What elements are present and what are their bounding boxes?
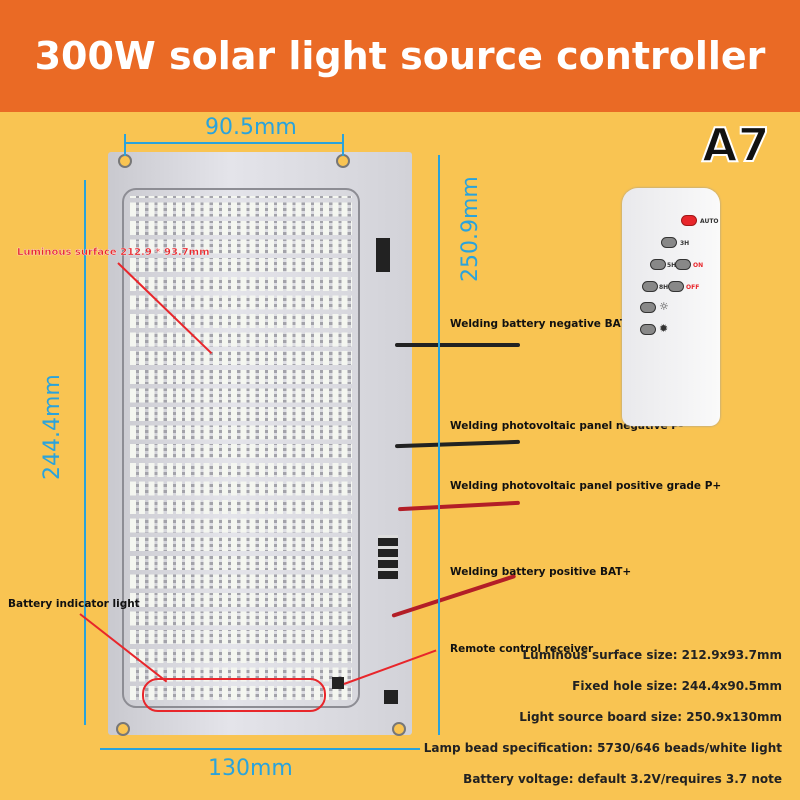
5h-button[interactable] [650, 259, 666, 270]
dim-line-right [438, 155, 440, 735]
mount-hole [336, 154, 350, 168]
spec-line: Lamp bead specification: 5730/646 beads/… [423, 741, 782, 755]
wire-pv-positive [397, 500, 521, 512]
off-button[interactable] [668, 281, 684, 292]
model-badge: A7 [701, 117, 771, 173]
dim-left-label: 244.4mm [40, 374, 65, 480]
dim-tick [342, 134, 344, 156]
dim-line-bottom [100, 748, 420, 750]
wire-pv-negative [394, 439, 521, 449]
on-label: ON [693, 262, 704, 269]
sun-filled-icon: ✹ [659, 322, 669, 335]
spec-line: Battery voltage: default 3.2V/requires 3… [463, 772, 782, 786]
spec-line: Light source board size: 250.9x130mm [519, 710, 782, 724]
regulator-chip [376, 238, 390, 272]
dim-right-label: 250.9mm [458, 176, 483, 282]
mount-hole [118, 154, 132, 168]
auto-button[interactable] [681, 215, 697, 226]
dim-tick [124, 134, 126, 156]
callout-battery-indicator: Battery indicator light [8, 598, 140, 610]
3h-label: 3H [680, 240, 690, 247]
dim-line-left [84, 180, 86, 725]
spec-line: Fixed hole size: 244.4x90.5mm [572, 679, 782, 693]
wire-battery-negative [395, 343, 520, 347]
remote-control [622, 188, 720, 426]
remote-receiver-sensor [332, 677, 344, 689]
luminous-surface-frame [122, 188, 360, 708]
title-text: 300W solar light source controller [34, 34, 766, 78]
callout-remote-receiver: Remote control receiver [450, 643, 594, 655]
callout-pv-positive: Welding photovoltaic panel positive grad… [450, 480, 722, 492]
mount-hole [392, 722, 406, 736]
5h-label: 5H [667, 262, 677, 269]
mount-hole [116, 722, 130, 736]
page-title: 300W solar light source controller [0, 0, 800, 112]
callout-battery-negative: Welding battery negative BAT- [450, 318, 630, 330]
off-label: OFF [686, 284, 700, 291]
auto-label: AUTO [700, 218, 719, 225]
3h-button[interactable] [661, 237, 677, 248]
on-button[interactable] [675, 259, 691, 270]
8h-label: 8H [659, 284, 669, 291]
indicator-highlight [142, 678, 326, 712]
dim-top-label: 90.5mm [205, 115, 297, 140]
brightness-down-button[interactable] [640, 302, 656, 313]
components [378, 535, 398, 579]
dim-line-top [124, 142, 344, 144]
callout-luminous-surface: Luminous surface 212.9 * 93.7mm [17, 247, 210, 258]
spec-line: Luminous surface size: 212.9x93.7mm [522, 648, 782, 662]
controller-chip [384, 690, 398, 704]
8h-button[interactable] [642, 281, 658, 292]
sun-outline-icon: ☼ [659, 300, 669, 313]
callout-battery-positive: Welding battery positive BAT+ [450, 566, 632, 578]
dim-bottom-label: 130mm [208, 756, 293, 781]
brightness-up-button[interactable] [640, 324, 656, 335]
led-grid [130, 196, 352, 700]
